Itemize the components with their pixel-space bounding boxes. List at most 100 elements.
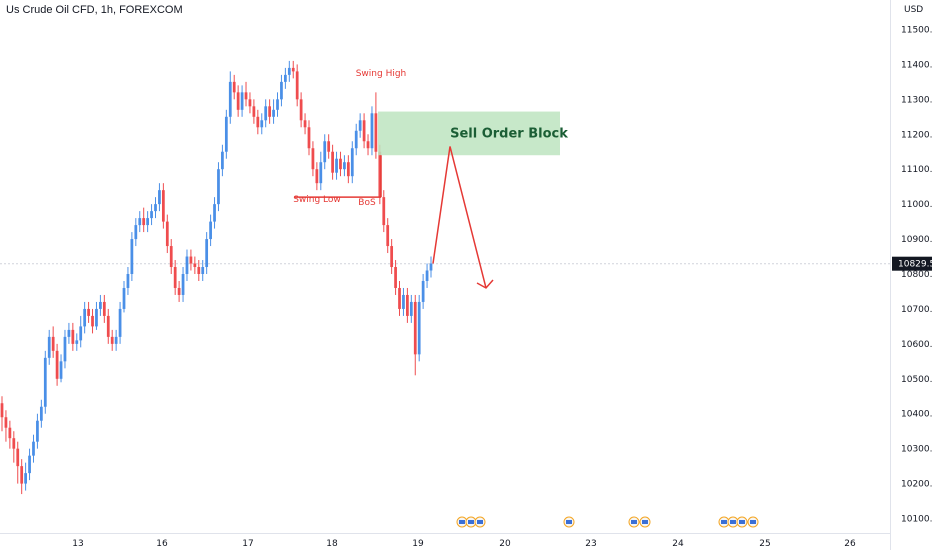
candle-body[interactable] — [409, 301, 413, 316]
candle-body[interactable] — [4, 417, 8, 428]
candle-body[interactable] — [256, 116, 260, 128]
candle-body[interactable] — [67, 329, 71, 337]
candle-body[interactable] — [154, 204, 157, 212]
candle-body[interactable] — [181, 274, 185, 295]
candle-body[interactable] — [20, 466, 24, 484]
candle-body[interactable] — [197, 267, 201, 274]
candle-body[interactable] — [386, 225, 390, 247]
candle-body[interactable] — [0, 403, 4, 418]
candle-body[interactable] — [248, 99, 252, 107]
candle-body[interactable] — [142, 218, 146, 226]
candle-body[interactable] — [260, 120, 264, 128]
candle-body[interactable] — [43, 357, 47, 407]
candle-body[interactable] — [193, 263, 197, 268]
candle-body[interactable] — [185, 256, 189, 274]
candle-body[interactable] — [264, 106, 268, 121]
candle-body[interactable] — [224, 116, 228, 152]
candle-body[interactable] — [126, 274, 130, 288]
candle-body[interactable] — [413, 301, 417, 355]
candle-body[interactable] — [240, 92, 244, 110]
candle-body[interactable] — [75, 340, 79, 344]
candle-body[interactable] — [130, 239, 134, 274]
candle-body[interactable] — [232, 81, 236, 93]
candle-body[interactable] — [177, 287, 181, 295]
candle-body[interactable] — [291, 67, 295, 72]
candle-body[interactable] — [213, 204, 216, 222]
candle-body[interactable] — [55, 350, 59, 379]
candle-body[interactable] — [236, 92, 240, 110]
candle-body[interactable] — [394, 267, 397, 288]
candle-body[interactable] — [406, 294, 409, 316]
candle-body[interactable] — [201, 267, 205, 274]
candle-body[interactable] — [102, 301, 106, 316]
candle-body[interactable] — [24, 473, 27, 484]
candle-body[interactable] — [209, 221, 212, 240]
candle-body[interactable] — [346, 162, 350, 177]
candle-body[interactable] — [362, 120, 366, 142]
candle-body[interactable] — [244, 92, 248, 100]
candle-body[interactable] — [276, 99, 279, 110]
candle-body[interactable] — [118, 308, 122, 337]
candle-body[interactable] — [47, 336, 51, 358]
candle-body[interactable] — [158, 190, 161, 205]
candle-body[interactable] — [354, 130, 358, 149]
candle-body[interactable] — [221, 151, 224, 170]
candle-body[interactable] — [161, 190, 165, 222]
candle-body[interactable] — [323, 141, 327, 163]
candle-body[interactable] — [280, 81, 283, 100]
candle-body[interactable] — [287, 67, 291, 75]
candle-body[interactable] — [335, 158, 338, 173]
candle-body[interactable] — [252, 106, 256, 117]
projection-path[interactable] — [432, 146, 487, 289]
candle-body[interactable] — [299, 99, 303, 121]
candle-body[interactable] — [268, 106, 272, 117]
candle-body[interactable] — [366, 141, 370, 149]
candle-body[interactable] — [343, 162, 346, 170]
candle-body[interactable] — [150, 211, 153, 219]
candle-body[interactable] — [370, 113, 374, 149]
candle-body[interactable] — [358, 120, 362, 131]
candle-body[interactable] — [63, 336, 67, 362]
candle-body[interactable] — [421, 280, 425, 302]
candle-body[interactable] — [402, 294, 405, 309]
candle-body[interactable] — [327, 141, 331, 152]
candle-body[interactable] — [122, 287, 126, 309]
candle-body[interactable] — [331, 151, 334, 173]
candle-body[interactable] — [173, 267, 177, 288]
candle-body[interactable] — [374, 113, 378, 152]
candle-body[interactable] — [110, 336, 114, 344]
candle-body[interactable] — [134, 225, 138, 240]
candle-body[interactable] — [146, 218, 150, 226]
candle-body[interactable] — [39, 406, 43, 421]
candle-body[interactable] — [315, 169, 319, 184]
candle-body[interactable] — [425, 270, 429, 281]
candle-body[interactable] — [169, 246, 173, 268]
candle-body[interactable] — [12, 438, 16, 449]
candle-body[interactable] — [106, 315, 110, 337]
candle-body[interactable] — [319, 162, 323, 184]
candle-body[interactable] — [36, 420, 39, 442]
candle-body[interactable] — [95, 308, 98, 327]
candle-body[interactable] — [8, 427, 12, 439]
candle-body[interactable] — [165, 221, 169, 247]
candle-body[interactable] — [138, 218, 142, 226]
candle-body[interactable] — [114, 336, 118, 344]
candle-body[interactable] — [16, 448, 20, 467]
candle-body[interactable] — [390, 246, 394, 268]
candle-body[interactable] — [283, 74, 287, 82]
candle-body[interactable] — [189, 256, 193, 264]
candle-body[interactable] — [272, 109, 275, 117]
candle-body[interactable] — [91, 315, 94, 327]
sell-order-block-zone[interactable] — [378, 111, 560, 156]
candle-body[interactable] — [339, 158, 342, 170]
candle-body[interactable] — [378, 151, 382, 198]
candle-body[interactable] — [217, 169, 220, 205]
candle-body[interactable] — [59, 361, 63, 379]
candle-body[interactable] — [32, 441, 35, 456]
candle-body[interactable] — [295, 71, 299, 100]
candle-body[interactable] — [382, 197, 386, 226]
candle-body[interactable] — [350, 148, 354, 177]
candle-body[interactable] — [303, 120, 307, 128]
